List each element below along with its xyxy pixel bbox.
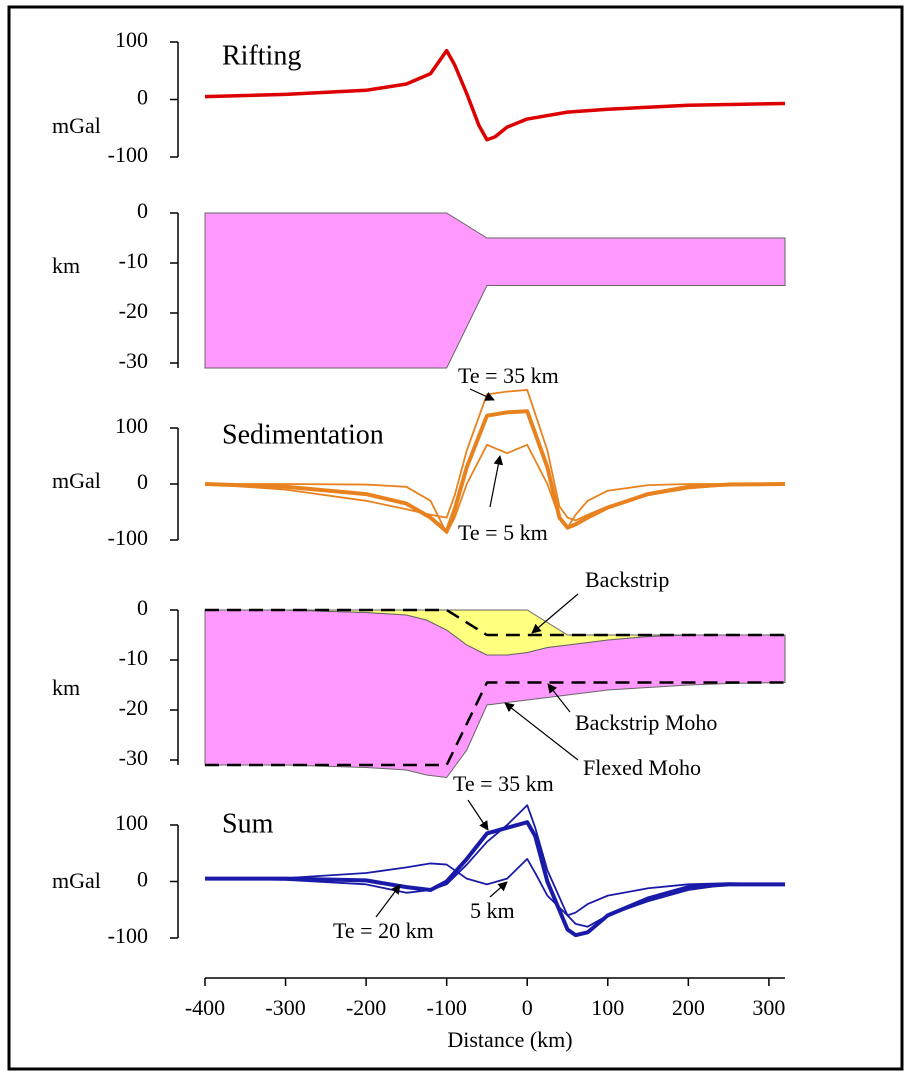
y-tick-label: 0 <box>137 595 148 620</box>
x-axis-label: Distance (km) <box>447 1027 572 1052</box>
y-tick-label: 100 <box>115 27 148 52</box>
panel-title: Rifting <box>222 40 301 71</box>
y-axis-label: mGal <box>52 113 101 138</box>
x-tick-label: 300 <box>752 995 785 1020</box>
y-axis-label: km <box>52 675 80 700</box>
annotation: Te = 35 km <box>453 771 554 796</box>
y-tick-label: -30 <box>119 745 148 770</box>
x-tick-label: 100 <box>591 995 624 1020</box>
y-tick-label: -20 <box>119 695 148 720</box>
annotation: Backstrip Moho <box>575 710 717 735</box>
annotation: Backstrip <box>585 567 669 592</box>
x-tick-label: 0 <box>522 995 533 1020</box>
chart: -1000100mGalRifting-30-20-100km-1000100m… <box>0 0 910 1074</box>
y-tick-label: -10 <box>119 645 148 670</box>
y-tick-label: 0 <box>137 85 148 110</box>
y-tick-label: -100 <box>108 525 148 550</box>
annotation: Te = 20 km <box>333 918 434 943</box>
y-axis-label: mGal <box>52 468 101 493</box>
y-tick-label: -30 <box>119 348 148 373</box>
panel-title: Sum <box>222 808 274 839</box>
y-tick-label: -100 <box>108 142 148 167</box>
y-axis-label: km <box>52 253 80 278</box>
y-axis-label: mGal <box>52 868 101 893</box>
x-tick-label: -300 <box>265 995 305 1020</box>
x-tick-label: -400 <box>185 995 225 1020</box>
annotation: Flexed Moho <box>583 755 701 780</box>
annotation: Te = 35 km <box>458 363 559 388</box>
y-tick-label: 0 <box>137 198 148 223</box>
y-tick-label: 100 <box>115 413 148 438</box>
y-tick-label: 0 <box>137 867 148 892</box>
y-tick-label: -20 <box>119 298 148 323</box>
x-tick-label: -200 <box>346 995 386 1020</box>
y-tick-label: 100 <box>115 810 148 835</box>
y-tick-label: 0 <box>137 469 148 494</box>
annotation: 5 km <box>470 898 515 923</box>
y-tick-label: -10 <box>119 248 148 273</box>
annotation: Te = 5 km <box>458 520 548 545</box>
x-tick-label: 200 <box>672 995 705 1020</box>
x-tick-label: -100 <box>427 995 467 1020</box>
y-tick-label: -100 <box>108 923 148 948</box>
panel-title: Sedimentation <box>222 419 384 450</box>
